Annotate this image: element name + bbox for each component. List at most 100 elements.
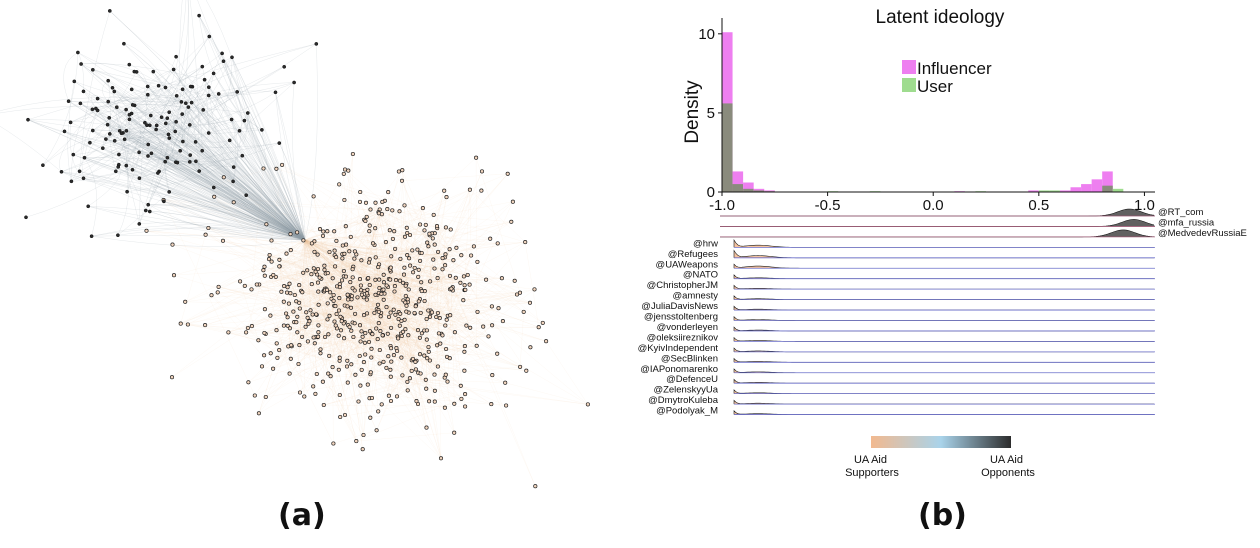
node-supporter: [396, 316, 401, 322]
node-opponent: [187, 160, 192, 164]
node-opponent: [166, 132, 171, 137]
node-supporter: [397, 209, 402, 214]
node-supporter: [426, 349, 431, 354]
node-supporter: [349, 297, 354, 302]
node-supporter: [402, 203, 407, 208]
node-supporter: [425, 356, 430, 361]
node-supporter: [264, 222, 269, 227]
node-opponent: [240, 153, 245, 158]
node-supporter: [346, 168, 351, 173]
node-supporter: [464, 323, 469, 328]
node-supporter: [465, 272, 470, 278]
node-opponent: [206, 85, 211, 90]
ridge-outline: [733, 284, 1154, 290]
node-supporter: [416, 274, 421, 279]
node-opponent: [81, 89, 86, 94]
node-opponent: [183, 101, 188, 106]
node-supporter: [400, 280, 406, 285]
node-supporter: [325, 317, 330, 322]
node-supporter: [304, 310, 309, 315]
node-opponent: [119, 131, 124, 136]
node-opponent: [149, 151, 154, 156]
node-supporter: [393, 312, 398, 317]
node-supporter: [284, 251, 289, 256]
node-supporter: [347, 324, 352, 330]
node-supporter: [403, 283, 408, 288]
node-opponent: [230, 55, 234, 60]
node-opponent: [137, 176, 142, 181]
node-supporter: [504, 403, 509, 408]
node-supporter: [333, 304, 338, 309]
ridge-outline: [733, 399, 1154, 405]
node-opponent: [146, 142, 151, 147]
node-supporter: [376, 265, 381, 270]
node-supporter: [438, 341, 443, 346]
node-supporter: [376, 309, 381, 314]
node-supporter: [342, 251, 347, 256]
node-supporter: [364, 291, 370, 296]
node-supporter: [307, 319, 312, 324]
node-opponent: [117, 152, 121, 157]
node-supporter: [392, 229, 397, 234]
node-supporter: [295, 330, 300, 335]
node-supporter: [405, 253, 410, 258]
node-opponent: [137, 150, 141, 155]
node-supporter: [489, 402, 494, 407]
node-opponent: [154, 123, 159, 128]
node-supporter: [328, 290, 333, 295]
node-supporter: [287, 326, 292, 331]
node-supporter: [418, 222, 423, 227]
node-supporter: [377, 285, 382, 291]
node-opponent: [167, 110, 172, 115]
node-supporter: [220, 238, 226, 243]
node-supporter: [435, 310, 440, 316]
ridge-outline: [733, 389, 1154, 394]
node-supporter: [274, 328, 279, 333]
node-supporter: [452, 430, 457, 435]
node-supporter: [495, 351, 500, 356]
node-opponent: [89, 234, 94, 239]
node-supporter: [269, 238, 274, 243]
node-opponent: [277, 141, 282, 145]
node-supporter: [311, 266, 316, 271]
node-supporter: [295, 314, 300, 319]
ridge-label: @oleksiireznikov: [647, 332, 719, 343]
node-opponent: [174, 119, 178, 124]
node-supporter: [271, 366, 276, 371]
node-supporter: [185, 322, 190, 327]
node-supporter: [357, 277, 363, 282]
node-supporter: [287, 281, 292, 286]
node-opponent: [163, 159, 168, 164]
node-supporter: [294, 320, 299, 325]
node-supporter: [381, 280, 386, 285]
node-opponent: [145, 84, 150, 89]
node-opponent: [188, 153, 193, 157]
node-supporter: [311, 194, 316, 199]
node-supporter: [400, 373, 405, 378]
node-opponent: [148, 113, 153, 118]
node-supporter: [431, 257, 436, 262]
node-supporter: [392, 284, 397, 289]
node-supporter: [505, 171, 510, 176]
node-supporter: [262, 273, 267, 278]
node-supporter: [432, 372, 437, 377]
node-supporter: [336, 308, 342, 313]
node-supporter: [309, 282, 314, 287]
node-opponent: [106, 78, 111, 83]
node-supporter: [469, 253, 474, 258]
node-supporter: [326, 371, 331, 376]
node-supporter: [424, 328, 429, 333]
histogram-bar-overlap: [753, 190, 765, 192]
node-supporter: [405, 388, 410, 393]
node-supporter: [359, 329, 364, 334]
node-opponent: [221, 59, 226, 64]
node-supporter: [468, 325, 473, 330]
node-supporter: [438, 456, 444, 461]
node-supporter: [332, 248, 337, 253]
histogram-bar-influencer: [1102, 171, 1113, 192]
node-supporter: [275, 355, 280, 360]
histogram-bar-overlap: [732, 184, 744, 192]
node-supporter: [434, 224, 440, 229]
node-supporter: [352, 249, 357, 254]
network-graph: [0, 0, 590, 489]
